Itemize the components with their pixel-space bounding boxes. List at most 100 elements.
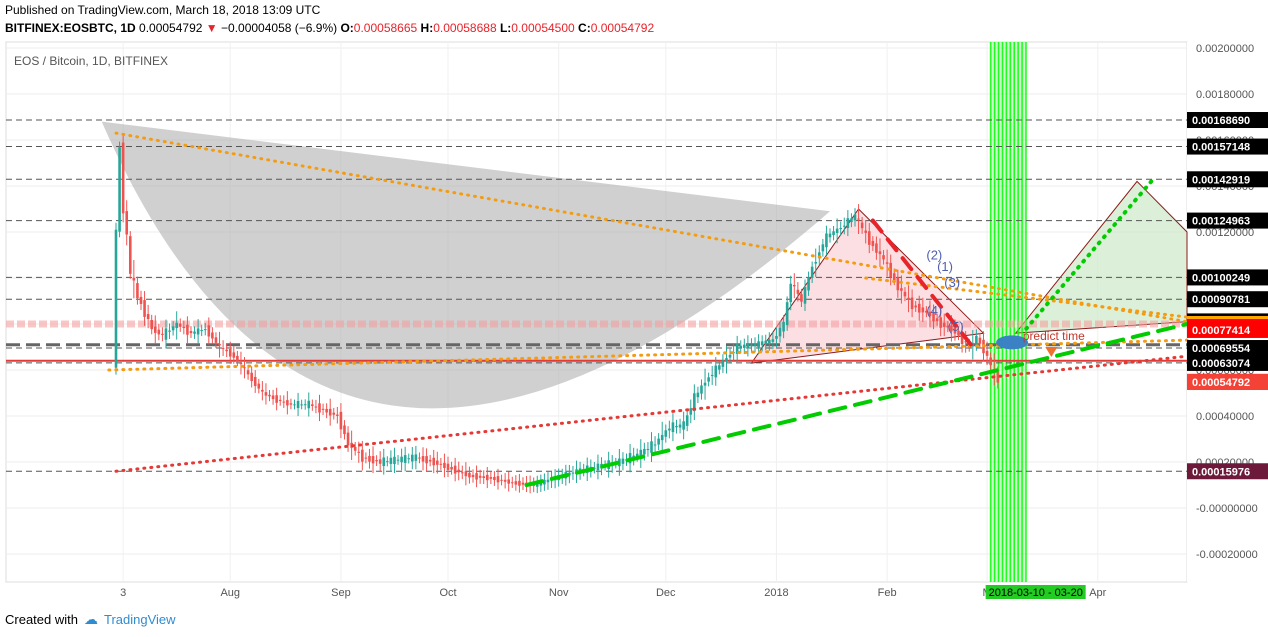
candle-body	[646, 448, 650, 450]
red-dashed-downtrend	[870, 218, 975, 349]
red-dotted-trendline	[114, 354, 1189, 473]
candle-body	[682, 421, 685, 430]
candle-body	[175, 322, 178, 329]
candle-body	[760, 341, 764, 346]
price-label: 0.00100249	[1192, 272, 1250, 284]
candle-body	[128, 236, 132, 274]
candle-body	[946, 325, 950, 328]
green-dashed-uptrend	[524, 322, 1189, 487]
candle-body	[328, 408, 332, 416]
candle-body	[867, 231, 871, 245]
candle-body	[668, 428, 671, 431]
orange-dotted-trendline	[114, 131, 1189, 324]
candle-body	[353, 446, 357, 451]
created-with-label: Created with	[5, 612, 78, 627]
candle-body	[289, 403, 293, 405]
candle-body	[518, 480, 521, 486]
tradingview-logo-icon[interactable]: ☁	[83, 611, 98, 627]
price-label-box	[1187, 112, 1268, 129]
high-value: 0.00058688	[433, 21, 497, 35]
price-change: −0.00004058 (−6.9%)	[221, 21, 338, 35]
candle-body	[400, 456, 403, 463]
price-axis-pane[interactable]	[1187, 42, 1268, 582]
price-label: 0.00090781	[1192, 294, 1250, 306]
candle-body	[703, 382, 707, 386]
predict-time-label: predict time	[1023, 329, 1085, 343]
candle-body	[189, 331, 193, 334]
candle-body	[243, 367, 246, 369]
candle-body	[157, 329, 161, 335]
x-tick-label: 2018	[764, 587, 788, 599]
candle-body	[925, 310, 928, 313]
wave-label: (2)	[926, 248, 942, 263]
y-tick-label: 0.00120000	[1196, 227, 1254, 239]
candle-body	[482, 476, 486, 479]
candle-body	[457, 469, 461, 473]
candle-body	[178, 323, 182, 327]
candle-body	[164, 328, 168, 340]
candle-body	[875, 243, 878, 253]
last-price: 0.00054792	[139, 21, 203, 35]
candle-body	[203, 329, 207, 331]
candle-body	[389, 457, 393, 464]
candle-body	[653, 444, 657, 446]
candle-body	[136, 283, 139, 299]
candle-body	[168, 330, 171, 332]
candle-body	[186, 324, 189, 335]
tradingview-link[interactable]: TradingView	[103, 612, 176, 627]
close-value: 0.00054792	[590, 21, 655, 35]
candle-body	[250, 372, 253, 382]
candle-body	[675, 425, 678, 428]
candle-body	[161, 333, 164, 335]
candle-body	[460, 472, 464, 474]
candle-body	[343, 425, 346, 435]
y-tick-label: 0.00040000	[1196, 411, 1254, 423]
candle-body	[696, 392, 700, 398]
candle-body	[921, 307, 925, 313]
target-blob	[996, 335, 1029, 350]
candle-body	[496, 476, 500, 483]
x-tick-label: Apr	[1089, 587, 1106, 599]
wave-label: (1)	[937, 259, 953, 274]
candle-body	[236, 355, 239, 362]
candle-body	[321, 408, 325, 410]
candle-body	[878, 251, 882, 255]
candle-body	[361, 449, 364, 462]
candle-body	[821, 244, 825, 252]
candle-body	[489, 477, 493, 479]
x-tick-label: Nov	[549, 587, 569, 599]
candle-body	[796, 289, 800, 294]
candle-body	[196, 328, 200, 335]
candle-body	[546, 479, 550, 483]
candle-body	[810, 266, 814, 278]
candle-body	[721, 360, 725, 367]
candle-body	[693, 393, 696, 412]
candle-body	[143, 300, 146, 317]
candle-body	[803, 286, 807, 304]
candle-body	[903, 291, 907, 297]
price-label-box	[1187, 373, 1268, 390]
candle-body	[882, 255, 885, 260]
candle-body	[493, 476, 496, 481]
candle-body	[957, 330, 960, 336]
candle-body	[514, 481, 518, 485]
candle-body	[710, 374, 714, 377]
time-band	[990, 42, 1027, 582]
candle-body	[214, 337, 218, 343]
green-dotted-projection	[1024, 179, 1154, 331]
candle-body	[785, 302, 789, 326]
x-tick-label: Sep	[331, 587, 351, 599]
candle-body	[743, 344, 746, 348]
candle-body	[914, 305, 917, 308]
candle-body	[368, 455, 371, 462]
candle-body	[464, 471, 468, 477]
price-label-box	[1187, 340, 1268, 357]
down-arrow-icon: ▼	[205, 21, 218, 35]
candle-body	[928, 311, 932, 317]
candle-body	[382, 457, 386, 467]
candle-body	[846, 218, 850, 229]
candle-body	[753, 343, 757, 347]
candle-body	[246, 370, 250, 375]
x-tick-label: Feb	[878, 587, 897, 599]
